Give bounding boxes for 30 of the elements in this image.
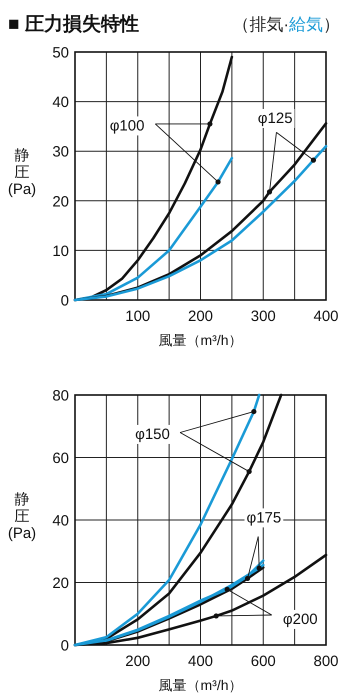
series-label: φ100 [110, 117, 144, 134]
y-tick-label: 40 [52, 94, 69, 112]
series-label: φ200 [282, 610, 318, 628]
x-tick-label: 200 [125, 653, 150, 670]
y-tick-label: 20 [52, 575, 69, 592]
y-axis-title: 静圧 (Pa) [8, 491, 36, 542]
y-tick-label: 10 [52, 242, 69, 260]
y-tick-label: 50 [52, 44, 69, 62]
x-tick-label: 100 [125, 308, 150, 325]
series-label: φ175 [246, 509, 282, 526]
x-tick-label: 300 [250, 308, 276, 325]
x-axis-title: 風量（m³/h） [158, 332, 242, 348]
y-tick-label: 30 [52, 144, 69, 161]
y-axis-title: 静圧 (Pa) [8, 147, 36, 198]
y-tick-label: 0 [60, 292, 69, 310]
chart-title: ■ 圧力損失特性 [8, 13, 139, 35]
chart-subtitle: （排気·給気） [232, 15, 340, 34]
x-tick-label: 400 [188, 653, 214, 670]
x-axis-title: 風量（m³/h） [158, 677, 242, 693]
x-tick-label: 400 [313, 308, 339, 325]
y-tick-label: 40 [52, 512, 69, 530]
y-tick-label: 60 [52, 450, 69, 467]
y-tick-label: 80 [52, 388, 69, 404]
x-tick-label: 200 [188, 308, 214, 325]
series-label: φ125 [258, 110, 293, 127]
y-tick-label: 20 [52, 193, 69, 210]
x-tick-label: 800 [313, 653, 339, 670]
x-tick-label: 600 [250, 653, 276, 670]
y-tick-label: 0 [60, 638, 69, 654]
series-label: φ150 [135, 426, 170, 443]
